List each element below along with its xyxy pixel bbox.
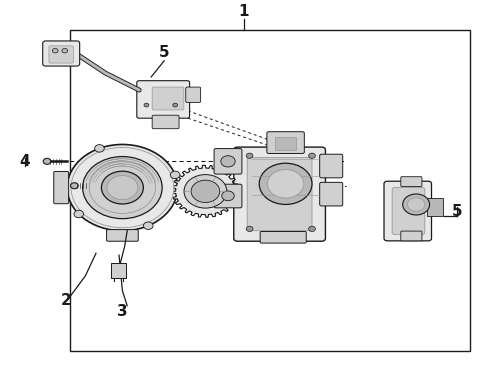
Circle shape — [101, 171, 144, 204]
FancyBboxPatch shape — [137, 81, 190, 118]
Circle shape — [52, 49, 58, 53]
FancyBboxPatch shape — [320, 154, 343, 178]
Circle shape — [67, 144, 178, 231]
FancyBboxPatch shape — [49, 46, 73, 63]
Circle shape — [170, 171, 180, 179]
Text: 5: 5 — [159, 45, 169, 60]
FancyBboxPatch shape — [267, 132, 304, 153]
Circle shape — [43, 158, 51, 164]
Circle shape — [259, 163, 312, 204]
Circle shape — [403, 194, 430, 215]
FancyBboxPatch shape — [392, 188, 425, 234]
Circle shape — [221, 156, 235, 167]
Circle shape — [191, 180, 220, 202]
FancyBboxPatch shape — [54, 172, 69, 204]
FancyBboxPatch shape — [234, 147, 325, 241]
FancyBboxPatch shape — [152, 115, 179, 129]
FancyBboxPatch shape — [107, 230, 138, 241]
Circle shape — [246, 226, 253, 231]
FancyBboxPatch shape — [111, 263, 126, 278]
Circle shape — [83, 156, 162, 219]
Text: 2: 2 — [61, 293, 72, 308]
Circle shape — [74, 210, 84, 218]
Circle shape — [95, 145, 104, 152]
Circle shape — [408, 198, 425, 211]
FancyBboxPatch shape — [214, 149, 242, 174]
Circle shape — [107, 176, 138, 200]
Circle shape — [246, 153, 253, 158]
Bar — [70, 30, 470, 351]
Polygon shape — [172, 165, 239, 218]
Circle shape — [309, 226, 315, 231]
Circle shape — [71, 147, 174, 228]
Circle shape — [144, 103, 149, 107]
Circle shape — [71, 183, 78, 189]
Text: 1: 1 — [239, 4, 249, 19]
Circle shape — [62, 49, 68, 53]
Circle shape — [144, 222, 153, 230]
FancyBboxPatch shape — [260, 231, 306, 243]
Circle shape — [222, 191, 234, 201]
FancyBboxPatch shape — [43, 41, 80, 66]
Circle shape — [173, 103, 178, 107]
Text: 4: 4 — [20, 154, 30, 169]
FancyBboxPatch shape — [401, 231, 422, 241]
FancyBboxPatch shape — [247, 158, 312, 231]
FancyBboxPatch shape — [186, 87, 201, 103]
Circle shape — [267, 170, 304, 198]
Circle shape — [184, 175, 227, 208]
Circle shape — [89, 162, 156, 213]
FancyBboxPatch shape — [320, 182, 343, 206]
FancyBboxPatch shape — [384, 181, 432, 241]
FancyBboxPatch shape — [214, 184, 242, 208]
Text: 5: 5 — [452, 204, 462, 219]
Text: 3: 3 — [117, 304, 128, 319]
FancyBboxPatch shape — [427, 198, 443, 216]
FancyBboxPatch shape — [152, 87, 184, 110]
FancyBboxPatch shape — [275, 136, 296, 150]
Circle shape — [309, 153, 315, 158]
FancyBboxPatch shape — [401, 177, 422, 187]
